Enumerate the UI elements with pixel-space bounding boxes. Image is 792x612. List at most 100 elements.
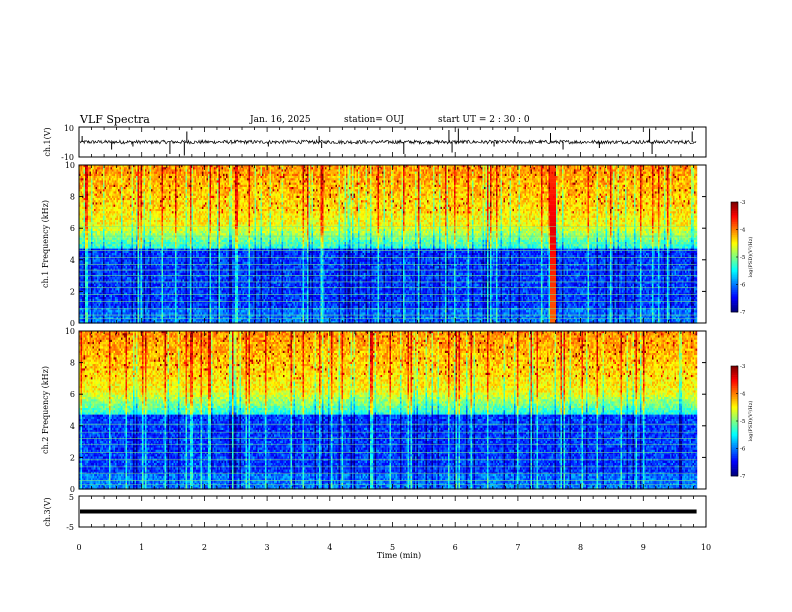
spectrogram-cell <box>108 167 110 169</box>
spectrogram-cell <box>133 279 135 281</box>
spectrogram-cell <box>157 200 159 202</box>
spectrogram-cell <box>82 262 84 264</box>
spectrogram-cell <box>106 244 108 246</box>
spectrogram-cell <box>81 174 83 176</box>
spectrogram-cell <box>97 279 99 281</box>
spectrogram-cell <box>105 231 107 233</box>
spectrogram-cell <box>93 185 95 187</box>
spectrogram-cell <box>142 191 144 193</box>
spectrogram-cell <box>147 227 149 229</box>
spectrogram-cell <box>114 288 116 290</box>
spectrogram-cell <box>162 211 164 213</box>
spectrogram-cell <box>123 198 125 200</box>
spectrogram-cell <box>105 288 107 290</box>
spectrogram-cell <box>157 279 159 281</box>
spectrogram-cell <box>114 299 116 301</box>
spectrogram-cell <box>139 202 141 204</box>
spectrogram-cell <box>117 194 119 196</box>
spectrogram-cell <box>84 304 86 306</box>
spectrogram-cell <box>150 240 152 242</box>
spectrogram-cell <box>87 220 89 222</box>
spectrogram-cell <box>82 233 84 235</box>
spectrogram-cell <box>103 246 105 248</box>
spectrogram-cell <box>132 169 134 171</box>
spectrogram-cell <box>100 260 102 262</box>
spectrogram-cell <box>121 290 123 292</box>
spectrogram-cell <box>147 172 149 174</box>
spectrogram-cell <box>135 304 137 306</box>
spectrogram-cell <box>114 290 116 292</box>
spectrogram-cell <box>123 284 125 286</box>
spectrogram-cell <box>115 312 117 314</box>
spectrogram-cell <box>141 178 143 180</box>
spectrogram-cell <box>120 211 122 213</box>
spectrogram-cell <box>147 205 149 207</box>
spectrogram-cell <box>99 253 101 255</box>
spectrogram-cell <box>118 249 120 251</box>
spectrogram-cell <box>84 235 86 237</box>
spectrogram-cell <box>138 194 140 196</box>
spectrogram-cell <box>124 308 126 310</box>
spectrogram-cell <box>112 169 114 171</box>
spectrogram-cell <box>166 246 168 248</box>
spectrogram-cell <box>145 213 147 215</box>
spectrogram-cell <box>115 207 117 209</box>
spectrogram-cell <box>120 312 122 314</box>
spectrogram-cell <box>150 290 152 292</box>
spectrogram-cell <box>121 308 123 310</box>
spectrogram-cell <box>160 295 162 297</box>
spectrogram-cell <box>106 297 108 299</box>
spectrogram-cell <box>163 253 165 255</box>
spectrogram-cell <box>81 180 83 182</box>
spectrogram-cell <box>115 253 117 255</box>
spectrogram-cell <box>144 174 146 176</box>
spectrogram-cell <box>139 218 141 220</box>
spectrogram-cell <box>132 288 134 290</box>
spectrogram-cell <box>133 205 135 207</box>
spectrogram-cell <box>111 251 113 253</box>
spectrogram-cell <box>168 235 170 237</box>
spectrogram-cell <box>136 216 138 218</box>
spectrogram-cell <box>93 308 95 310</box>
spectrogram-cell <box>148 312 150 314</box>
spectrogram-cell <box>103 231 105 233</box>
spectrogram-cell <box>88 176 90 178</box>
spectrogram-cell <box>99 304 101 306</box>
spectrogram-cell <box>138 172 140 174</box>
spectrogram-cell <box>102 213 104 215</box>
spectrogram-cell <box>130 196 132 198</box>
spectrogram-cell <box>90 297 92 299</box>
spectrogram-cell <box>130 249 132 251</box>
spectrogram-cell <box>97 216 99 218</box>
spectrogram-cell <box>87 279 89 281</box>
spectrogram-cell <box>108 253 110 255</box>
spectrogram-cell <box>151 191 153 193</box>
spectrogram-cell <box>127 200 129 202</box>
spectrogram-cell <box>108 178 110 180</box>
spectrogram-cell <box>126 288 128 290</box>
spectrogram-cell <box>105 262 107 264</box>
spectrogram-cell <box>90 202 92 204</box>
spectrogram-cell <box>159 244 161 246</box>
spectrogram-cell <box>130 233 132 235</box>
spectrogram-cell <box>163 211 165 213</box>
spectrogram-cell <box>144 200 146 202</box>
spectrogram-cell <box>82 319 84 321</box>
spectrogram-cell <box>168 277 170 279</box>
spectrogram-cell <box>126 218 128 220</box>
spectrogram-cell <box>151 253 153 255</box>
spectrogram-cell <box>166 297 168 299</box>
spectrogram-cell <box>87 253 89 255</box>
spectrogram-cell <box>102 209 104 211</box>
spectrogram-cell <box>103 216 105 218</box>
spectrogram-cell <box>112 189 114 191</box>
spectrogram-cell <box>129 194 131 196</box>
spectrogram-cell <box>90 174 92 176</box>
spectrogram-cell <box>120 297 122 299</box>
spectrogram-cell <box>157 169 159 171</box>
spectrogram-cell <box>151 200 153 202</box>
spectrogram-cell <box>126 240 128 242</box>
spectrogram-cell <box>87 218 89 220</box>
spectrogram-cell <box>162 262 164 264</box>
spectrogram-cell <box>82 205 84 207</box>
